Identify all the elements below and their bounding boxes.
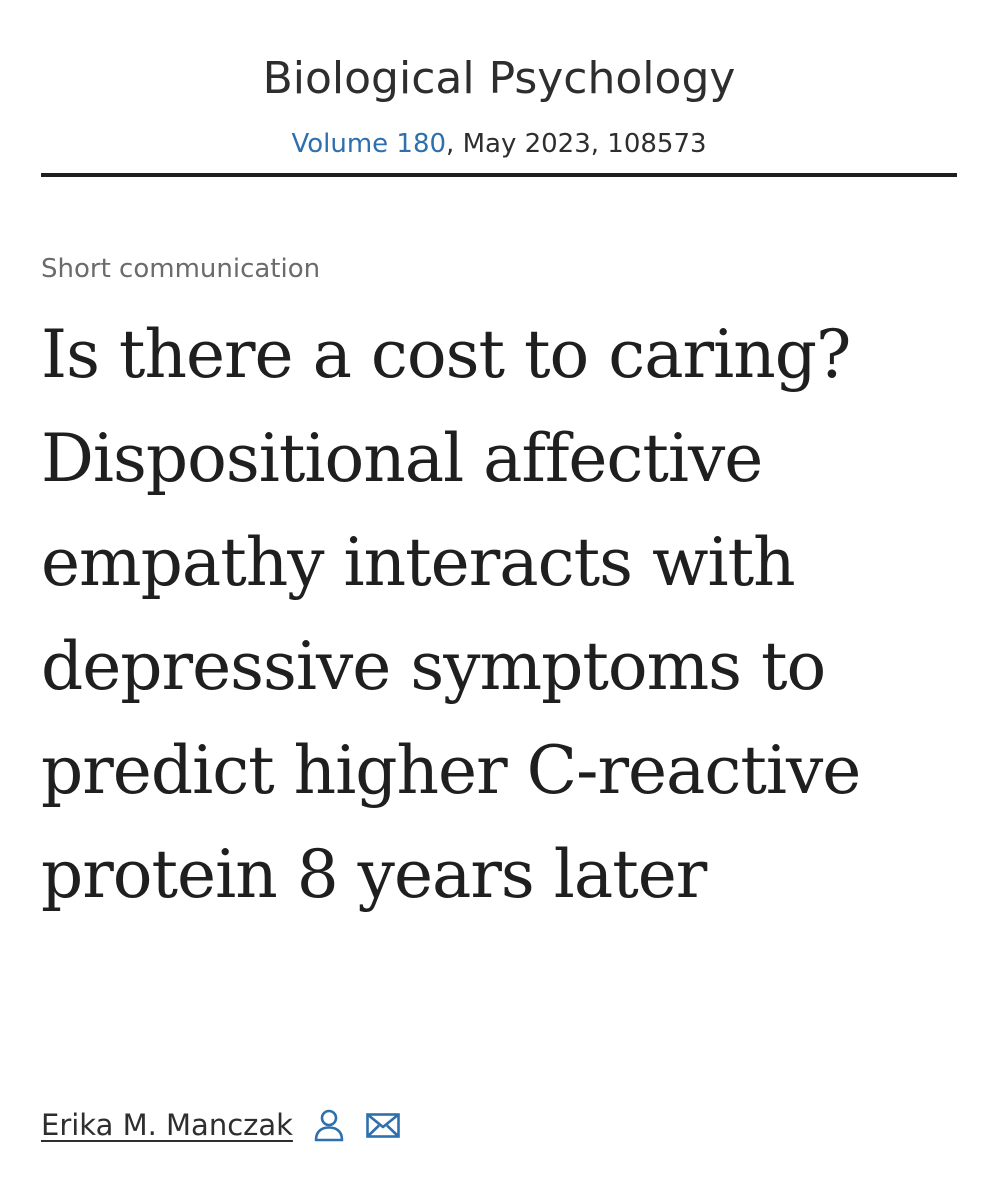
author-name[interactable]: Erika M. Manczak — [41, 1108, 293, 1142]
volume-link[interactable]: Volume 180 — [291, 129, 447, 159]
issue-details: , May 2023, 108573 — [446, 129, 707, 159]
person-icon[interactable] — [311, 1107, 347, 1143]
author-list: Erika M. Manczak — [41, 1102, 401, 1148]
issue-info: Volume 180, May 2023, 108573 — [0, 126, 998, 162]
journal-title[interactable]: Biological Psychology — [262, 53, 736, 104]
article-type: Short communication — [41, 254, 321, 284]
header-divider — [41, 173, 957, 177]
article-title: Is there a cost to caring? Dispositional… — [41, 316, 861, 913]
email-icon[interactable] — [365, 1107, 401, 1143]
